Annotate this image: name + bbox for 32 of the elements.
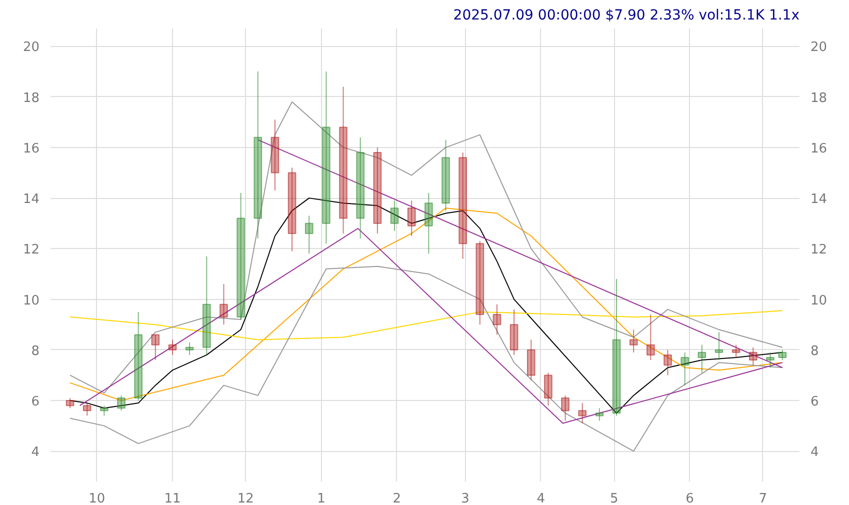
y-tick-label: 14	[22, 192, 40, 208]
line-series	[70, 101, 783, 394]
y-tick-label: 16	[22, 141, 40, 156]
x-tick-label: 10	[88, 492, 106, 505]
x-tick-label: 7	[758, 492, 768, 505]
line-series	[70, 310, 783, 340]
y-tick-label: 10	[22, 293, 40, 308]
x-tick-label: 12	[237, 492, 254, 505]
x-tick-label: 4	[536, 492, 546, 505]
y2-tick-label: 18	[810, 90, 828, 106]
x-tick-label: 11	[164, 492, 181, 505]
x-tick-label: 6	[686, 492, 694, 505]
y2-tick-label: 8	[810, 344, 819, 359]
y-tick-label: 12	[22, 242, 40, 258]
y2-tick-label: 16	[810, 141, 828, 156]
y2-tick-label: 4	[810, 445, 819, 460]
y2-tick-label: 20	[810, 40, 828, 56]
x-tick-label: 1	[317, 492, 326, 505]
x-tick-label: 3	[461, 492, 470, 505]
y-tick-label: 4	[31, 445, 40, 460]
chart-title: 2025.07.09 00:00:00 $7.90 2.33% vol:15.1K 1.1x	[453, 8, 800, 24]
y2-tick-label: 10	[810, 293, 828, 308]
y2-tick-label: 12	[810, 242, 828, 258]
y-tick-label: 20	[22, 40, 40, 56]
x-tick-label: 5	[610, 492, 618, 505]
line-series	[70, 266, 783, 452]
y-tick-label: 18	[22, 90, 40, 106]
y-tick-label: 6	[31, 394, 40, 410]
y2-tick-label: 6	[810, 394, 819, 410]
y2-tick-label: 14	[810, 192, 828, 208]
y-tick-label: 8	[31, 344, 40, 359]
x-tick-label: 2	[392, 492, 402, 505]
